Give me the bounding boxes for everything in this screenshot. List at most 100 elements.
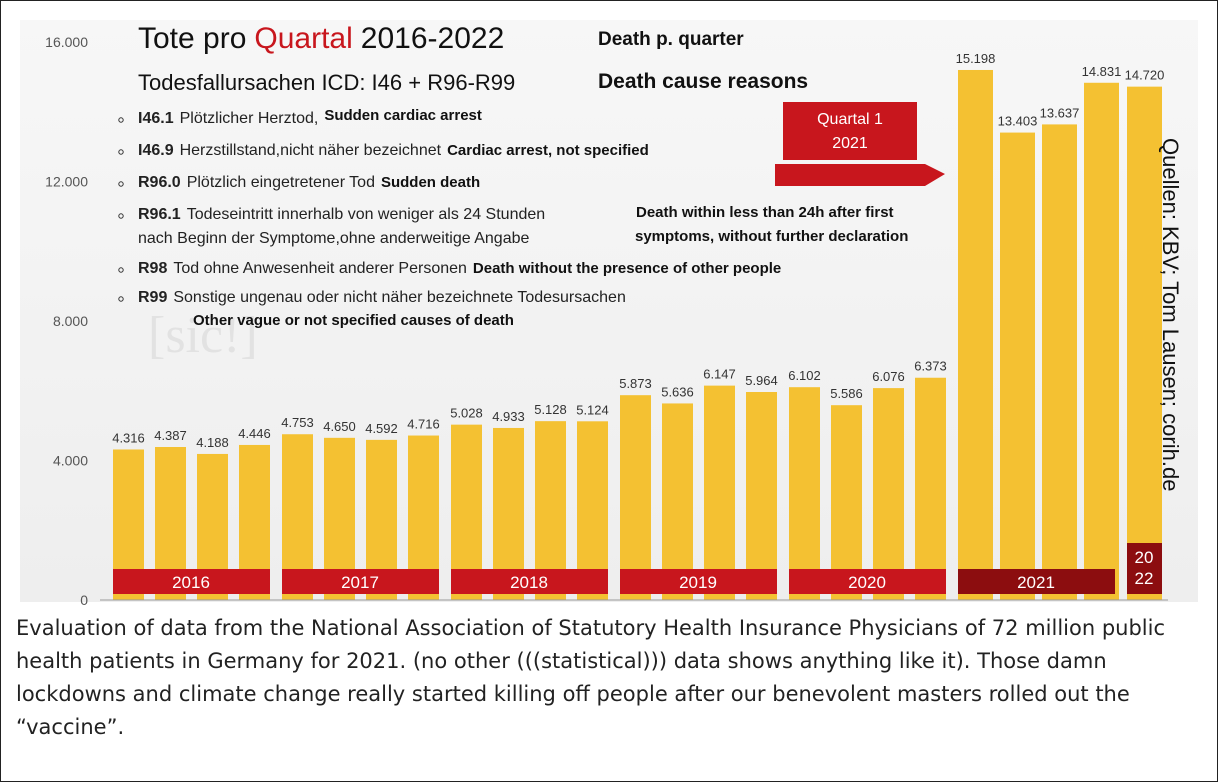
- y-tick-label: 0: [80, 592, 88, 608]
- cause-code: R96.0: [138, 174, 181, 191]
- value-label: 5.128: [534, 402, 567, 417]
- note-text: 2021: [832, 135, 868, 152]
- cause-german: Plötzlicher Herztod,: [180, 110, 319, 127]
- group-label: 2022: [1134, 548, 1154, 588]
- value-label: 5.873: [619, 376, 652, 391]
- bar: [1127, 86, 1162, 600]
- cause-line: I46.9 Herzstillstand,nicht näher bezeichn…: [138, 142, 649, 159]
- group-band: [113, 569, 270, 594]
- value-label: 6.147: [703, 367, 736, 382]
- cause-code: I46.1: [138, 110, 174, 127]
- chart-title: Tote pro Quartal 2016-2022: [138, 22, 504, 55]
- value-label: 4.753: [281, 415, 314, 430]
- group-band: [620, 569, 777, 594]
- cause-line: R96.0 Plötzlich eingetretener Tod Sudden d…: [138, 174, 480, 191]
- value-label: 4.316: [112, 430, 145, 445]
- group-band: [451, 569, 608, 594]
- note-text: Quartal 1: [817, 111, 883, 128]
- value-label: 6.102: [788, 368, 821, 383]
- cause-line: R99 Sonstige ungenau oder nicht näher bez…: [138, 289, 626, 306]
- cause-english: Death without the presence of other peop…: [473, 260, 781, 277]
- cause-german: Tod ohne Anwesenheit anderer Personen: [173, 260, 467, 277]
- title-part: Tote pro: [138, 22, 246, 55]
- bar: [746, 392, 777, 600]
- cause-code: R96.1: [138, 206, 181, 223]
- value-label: 5.124: [576, 402, 609, 417]
- value-label: 14.831: [1082, 64, 1122, 79]
- cause-line: R96.1 Todeseintritt innerhalb von weniger…: [138, 206, 545, 223]
- cause-english: Death within less than 24h after first: [636, 204, 894, 221]
- value-label: 5.586: [830, 386, 863, 401]
- subtitle: Todesfallursachen ICD: I46 + R96-R99: [138, 70, 515, 95]
- bullet-dot: [118, 267, 124, 273]
- group-label: 2017: [341, 573, 379, 592]
- cause-english: symptoms, without further declaration: [635, 228, 908, 245]
- value-label: 4.933: [492, 409, 525, 424]
- value-label: 4.716: [407, 417, 440, 432]
- cause-german: Sonstige ungenau oder nicht näher bezeic…: [173, 289, 625, 306]
- title-part: 2016-2022: [361, 22, 504, 55]
- bar: [704, 385, 735, 600]
- cause-german: Todeseintritt innerhalb von weniger als …: [187, 206, 545, 223]
- value-label: 13.637: [1040, 105, 1080, 120]
- group-band: [1127, 543, 1162, 594]
- group-label: 2021: [1017, 573, 1055, 592]
- cause-line: I46.1 Plötzlicher Herztod, Sudden cardiac …: [138, 107, 482, 127]
- value-label: 4.188: [196, 435, 229, 450]
- cause-german: Herzstillstand,nicht näher bezeichnet: [180, 142, 442, 159]
- cause-german: Plötzlich eingetretener Tod: [187, 174, 375, 191]
- cause-german: nach Beginn der Symptome,ohne anderweiti…: [138, 230, 529, 247]
- y-tick-label: 8.000: [53, 313, 88, 329]
- cause-code: R98: [138, 260, 167, 277]
- value-label: 4.592: [365, 421, 398, 436]
- bar: [873, 388, 904, 600]
- value-label: 13.403: [998, 114, 1038, 129]
- bullet-dot: [118, 149, 124, 155]
- title-en: Death p. quarter: [598, 29, 744, 50]
- value-label: 5.964: [745, 373, 778, 388]
- bullet-dot: [118, 117, 124, 123]
- bar: [1084, 82, 1119, 601]
- bullet-dot: [118, 213, 124, 219]
- cause-english: Sudden death: [381, 174, 480, 191]
- note-box: [783, 102, 917, 160]
- bar: [789, 387, 820, 600]
- value-label: 15.198: [956, 51, 996, 66]
- value-label: 4.650: [323, 419, 356, 434]
- value-label: 5.028: [450, 406, 483, 421]
- group-band: [282, 569, 439, 594]
- subtitle-en: Death cause reasons: [598, 70, 808, 93]
- value-label: 5.636: [661, 384, 694, 399]
- bar: [958, 69, 993, 601]
- caption: Evaluation of data from the National Ass…: [16, 616, 1166, 739]
- cause-english: Other vague or not specified causes of d…: [193, 312, 514, 329]
- y-tick-label: 16.000: [45, 34, 88, 50]
- cause-code: R99: [138, 289, 167, 306]
- value-label: 4.446: [238, 426, 271, 441]
- y-tick-label: 12.000: [45, 174, 88, 190]
- value-label: 6.076: [872, 369, 905, 384]
- group-label: 2018: [510, 573, 548, 592]
- title-part: Quartal: [254, 22, 352, 55]
- value-label: 4.387: [154, 428, 187, 443]
- bar: [662, 403, 693, 600]
- bar: [1042, 124, 1077, 601]
- cause-english: Sudden cardiac arrest: [324, 107, 482, 124]
- watermark: [sic!]: [148, 307, 258, 364]
- cause-english: Cardiac arrest, not specified: [447, 142, 649, 159]
- bullet-dot: [118, 181, 124, 187]
- bar: [1000, 132, 1035, 600]
- group-label: 2019: [679, 573, 717, 592]
- group-label: 2020: [848, 573, 886, 592]
- bar: [831, 405, 862, 600]
- note-arrow: [775, 164, 945, 186]
- value-label: 14.720: [1125, 68, 1165, 83]
- y-tick-label: 4.000: [53, 453, 88, 469]
- source: Quellen: KBV; Tom Lausen; corih.de: [1158, 138, 1183, 491]
- cause-code: I46.9: [138, 142, 174, 159]
- value-label: 6.373: [914, 359, 947, 374]
- group-band: [958, 569, 1115, 594]
- group-band: [789, 569, 946, 594]
- bullet-dot: [118, 296, 124, 302]
